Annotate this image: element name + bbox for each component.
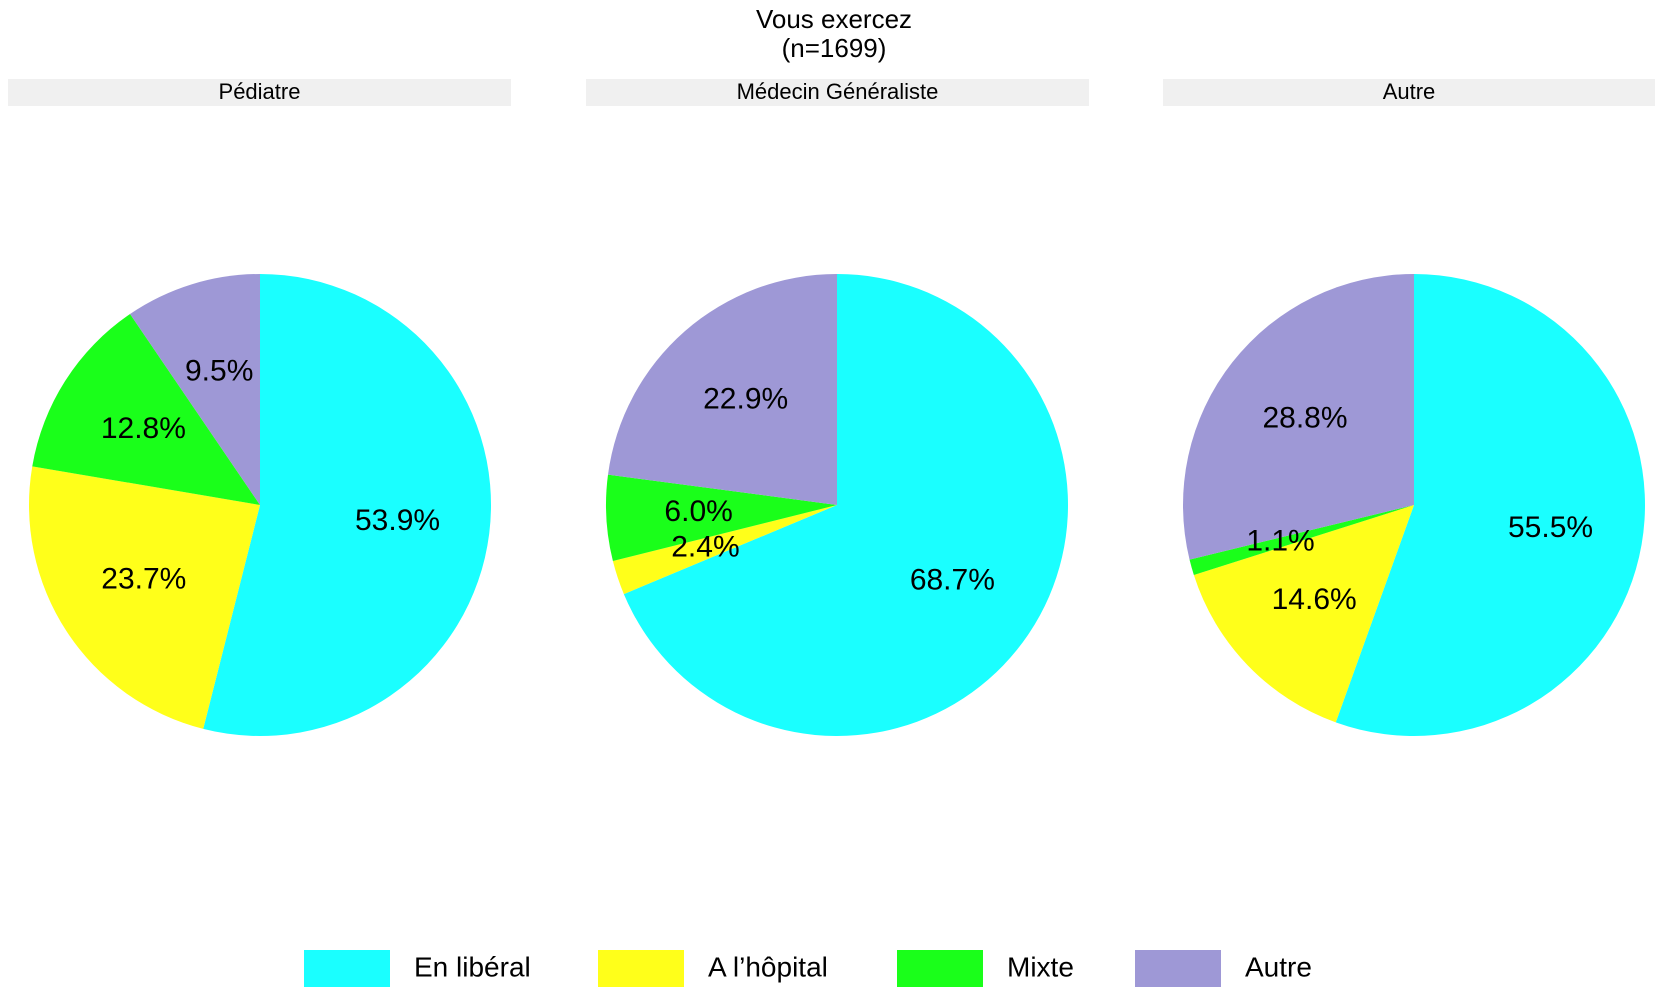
data-label: 53.9% [355,504,440,537]
pie-slice [130,274,260,505]
data-label: 6.0% [664,495,732,528]
facet-strip [1163,79,1655,106]
pie-slice [32,314,260,505]
legend-swatch [598,950,684,987]
data-label: 14.6% [1272,583,1357,616]
data-label: 68.7% [910,564,995,597]
legend-swatch [1135,950,1221,987]
legend-label: Mixte [1007,951,1074,982]
legend-swatch [304,950,390,987]
facet-title: Médecin Généraliste [737,79,939,104]
chart-title: Vous exercez [756,4,912,34]
data-label: 2.4% [671,531,739,564]
pie-slice [1189,505,1414,576]
facet-title: Autre [1383,79,1436,104]
chart-subtitle: (n=1699) [782,33,887,63]
data-label: 9.5% [185,354,253,387]
pie-slice [1183,274,1414,560]
legend-swatch [897,950,983,987]
pie-slice [1193,505,1414,723]
pie-slice [28,466,261,729]
pie-slice [203,274,492,736]
data-label: 22.9% [703,383,788,416]
facet-title: Pédiatre [219,79,301,104]
legend-label: Autre [1245,951,1312,982]
pie-slice [623,274,1068,736]
data-label: 1.1% [1246,524,1314,557]
data-label: 23.7% [101,563,186,596]
pie-slice [606,474,837,562]
pie-slice [612,505,837,595]
pie-slice [608,274,837,505]
data-label: 12.8% [101,412,186,445]
facet-strip [8,79,511,106]
data-label: 55.5% [1508,511,1593,544]
facet-strip [586,79,1089,106]
data-label: 28.8% [1262,401,1347,434]
legend-label: En libéral [414,951,531,982]
legend-label: A l’hôpital [708,951,828,982]
pie-slice [1335,274,1645,736]
